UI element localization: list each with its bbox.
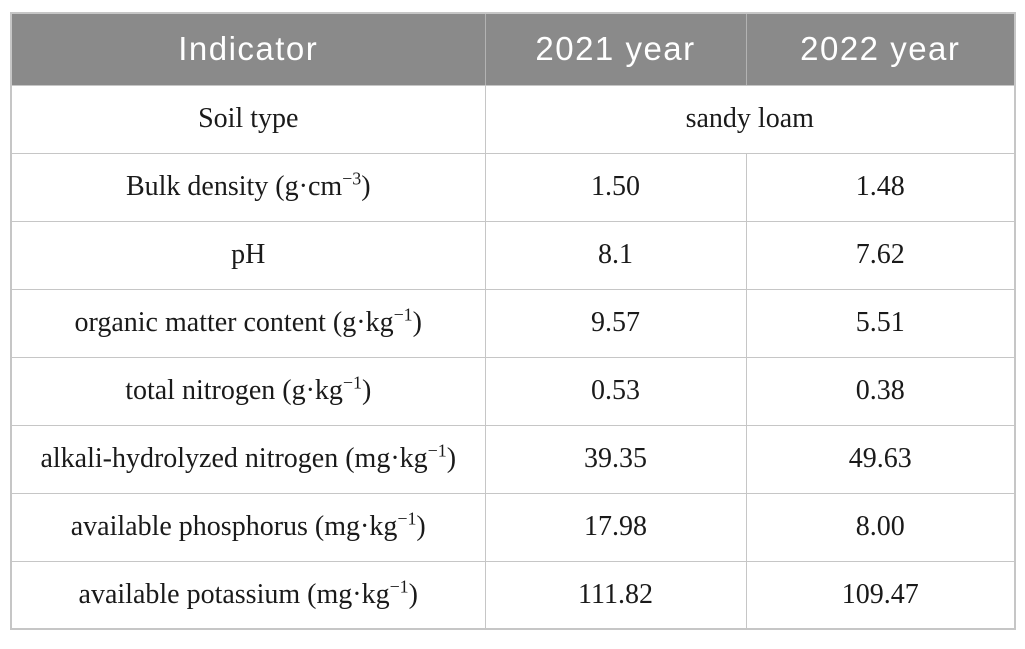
- cell-alkali-nitrogen-2021: 39.35: [484, 424, 747, 494]
- cell-bulk-density-2022: 1.48: [745, 152, 1016, 222]
- cell-organic-matter-2021: 9.57: [484, 288, 747, 358]
- cell-available-potassium-2022: 109.47: [745, 560, 1016, 630]
- cell-soil-type-value: sandy loam: [484, 84, 1016, 154]
- cell-available-phosphorus-2022: 8.00: [745, 492, 1016, 562]
- cell-bulk-density-2021: 1.50: [484, 152, 747, 222]
- cell-total-nitrogen-2021: 0.53: [484, 356, 747, 426]
- row-label-ph: pH: [10, 220, 486, 290]
- header-cell-2022: 2022 year: [745, 12, 1016, 86]
- cell-ph-2021: 8.1: [484, 220, 747, 290]
- soil-properties-table: Indicator 2021 year 2022 year Soil type …: [10, 12, 1016, 630]
- table-row-available-phosphorus: available phosphorus (mg·kg−1) 17.98 8.0…: [10, 492, 1016, 562]
- cell-available-potassium-2021: 111.82: [484, 560, 747, 630]
- cell-alkali-nitrogen-2022: 49.63: [745, 424, 1016, 494]
- row-label-bulk-density: Bulk density (g·cm−3): [10, 152, 486, 222]
- header-cell-indicator: Indicator: [10, 12, 486, 86]
- table-row-soil-type: Soil type sandy loam: [10, 84, 1016, 154]
- header-cell-2021: 2021 year: [484, 12, 747, 86]
- row-label-available-phosphorus: available phosphorus (mg·kg−1): [10, 492, 486, 562]
- table-container: Indicator 2021 year 2022 year Soil type …: [10, 12, 1016, 630]
- cell-total-nitrogen-2022: 0.38: [745, 356, 1016, 426]
- cell-organic-matter-2022: 5.51: [745, 288, 1016, 358]
- row-label-available-potassium: available potassium (mg·kg−1): [10, 560, 486, 630]
- table-row-ph: pH 8.1 7.62: [10, 220, 1016, 290]
- table-row-bulk-density: Bulk density (g·cm−3) 1.50 1.48: [10, 152, 1016, 222]
- row-label-total-nitrogen: total nitrogen (g·kg−1): [10, 356, 486, 426]
- row-label-alkali-nitrogen: alkali-hydrolyzed nitrogen (mg·kg−1): [10, 424, 486, 494]
- table-row-total-nitrogen: total nitrogen (g·kg−1) 0.53 0.38: [10, 356, 1016, 426]
- cell-ph-2022: 7.62: [745, 220, 1016, 290]
- header-row: Indicator 2021 year 2022 year: [10, 12, 1016, 86]
- table-row-available-potassium: available potassium (mg·kg−1) 111.82 109…: [10, 560, 1016, 630]
- table-row-alkali-nitrogen: alkali-hydrolyzed nitrogen (mg·kg−1) 39.…: [10, 424, 1016, 494]
- row-label-soil-type: Soil type: [10, 84, 486, 154]
- cell-available-phosphorus-2021: 17.98: [484, 492, 747, 562]
- row-label-organic-matter: organic matter content (g·kg−1): [10, 288, 486, 358]
- table-row-organic-matter: organic matter content (g·kg−1) 9.57 5.5…: [10, 288, 1016, 358]
